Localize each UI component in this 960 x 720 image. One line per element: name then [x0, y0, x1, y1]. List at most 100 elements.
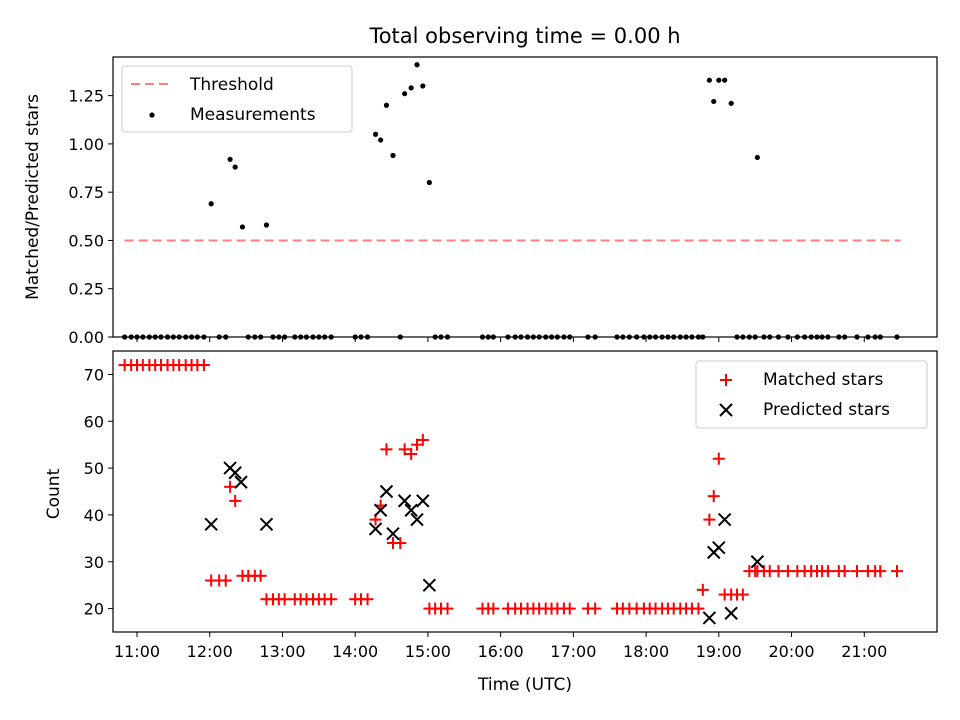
predicted-point	[712, 540, 726, 555]
top-legend: Threshold Measurements	[121, 65, 353, 133]
legend-predicted-label: Predicted stars	[763, 400, 890, 420]
bottom-y-axis: 20 30 40 50 60 70	[84, 365, 113, 619]
measurement-point	[239, 224, 246, 230]
matched-point	[380, 443, 393, 456]
y-tick-label: 60	[84, 412, 104, 431]
matched-point	[692, 602, 705, 615]
top-y-axis-label: Matched/Predicted stars	[23, 94, 43, 300]
y-tick-label: 30	[84, 553, 104, 572]
measurement-point	[728, 100, 734, 106]
matched-point	[891, 565, 903, 578]
x-tick-label: 17:00	[550, 642, 596, 661]
y-tick-label: 0.00	[68, 328, 104, 347]
measurement-point	[263, 222, 270, 228]
predicted-point	[422, 578, 437, 592]
measurement-point	[420, 83, 426, 89]
top-axes-frame	[112, 56, 938, 338]
matched-point	[707, 490, 720, 503]
chart-title: Total observing time = 0.00 h	[368, 24, 680, 48]
predicted-point	[228, 466, 242, 480]
measurement-point	[754, 154, 760, 161]
bottom-panel: 20 30 40 50 60 70 11:00 12:00 13:00 14:00 15:00 16…	[44, 350, 938, 695]
predicted-point	[373, 503, 388, 517]
measurement-point	[711, 98, 717, 105]
matched-point	[851, 565, 863, 578]
x-tick-label: 20:00	[768, 642, 814, 661]
top-x-axis	[136, 337, 865, 342]
top-y-axis: 0.00 0.25 0.50 0.75 1.00 1.25	[68, 87, 113, 347]
y-tick-label: 1.25	[68, 87, 104, 106]
measurement-point	[414, 62, 420, 68]
y-tick-label: 50	[84, 459, 104, 478]
predicted-point	[259, 517, 274, 531]
matched-point	[278, 593, 291, 606]
matched-point	[441, 602, 454, 615]
y-tick-label: 0.25	[68, 280, 104, 299]
bottom-x-axis-label: Time (UTC)	[477, 675, 572, 695]
predicted-point	[386, 526, 400, 541]
legend-threshold-label: Threshold	[189, 75, 274, 95]
y-tick-label: 70	[84, 365, 104, 384]
y-tick-label: 0.50	[68, 231, 104, 250]
bottom-axes-frame	[112, 350, 938, 633]
matched-point	[229, 494, 242, 507]
x-tick-label: 15:00	[405, 642, 451, 661]
matched-point	[325, 593, 338, 606]
bottom-plot-area	[118, 359, 903, 625]
measurement-point	[227, 156, 233, 162]
measurement-point	[408, 85, 414, 91]
predicted-point	[404, 503, 418, 517]
x-tick-label: 11:00	[114, 642, 160, 661]
bottom-x-axis: 11:00 12:00 13:00 14:00 15:00 16:00 17:00 18:00…	[114, 632, 887, 661]
matched-point	[487, 602, 500, 615]
x-tick-label: 21:00	[841, 642, 887, 661]
predicted-point	[717, 512, 732, 527]
legend-matched-label: Matched stars	[763, 370, 883, 390]
measurement-point	[372, 131, 379, 137]
matched-point	[405, 448, 418, 461]
bottom-legend: Matched stars Predicted stars	[695, 360, 928, 429]
matched-point	[224, 480, 237, 493]
measurement-point	[378, 137, 384, 143]
matched-point	[219, 574, 232, 587]
matched-point	[254, 569, 267, 582]
x-tick-label: 13:00	[259, 642, 305, 661]
x-tick-label: 19:00	[696, 642, 742, 661]
matched-point	[563, 602, 576, 615]
x-tick-label: 16:00	[478, 642, 524, 661]
matched-point	[712, 452, 725, 465]
measurement-point	[706, 77, 712, 83]
predicted-point	[410, 512, 424, 527]
measurement-point	[426, 179, 432, 186]
legend-predicted-swatch	[719, 403, 733, 417]
predicted-point	[234, 475, 248, 489]
matched-point	[394, 537, 407, 550]
y-tick-label: 20	[84, 600, 104, 619]
predicted-point	[750, 555, 765, 569]
legend-measurements-swatch	[149, 112, 155, 118]
x-tick-label: 14:00	[332, 642, 378, 661]
measurement-point	[232, 164, 238, 170]
matched-point	[361, 593, 374, 606]
legend-measurements-label: Measurements	[190, 105, 316, 125]
y-tick-label: 40	[84, 506, 104, 525]
x-tick-label: 18:00	[623, 642, 669, 661]
matched-point	[416, 433, 429, 446]
bottom-y-axis-label: Count	[44, 468, 64, 519]
measurement-point	[716, 77, 722, 83]
predicted-point	[702, 611, 717, 625]
matched-point	[703, 513, 716, 526]
legend-matched-swatch	[720, 374, 732, 386]
matched-point	[197, 359, 210, 372]
predicted-point	[397, 494, 412, 508]
matched-point	[821, 565, 834, 578]
x-tick-label: 12:00	[187, 642, 233, 661]
matched-point	[398, 443, 411, 456]
predicted-point	[416, 494, 430, 508]
y-tick-label: 1.00	[68, 135, 104, 154]
predicted-point	[724, 606, 738, 620]
measurement-point	[390, 152, 396, 159]
matched-point	[874, 565, 887, 578]
predicted-point	[379, 484, 394, 499]
